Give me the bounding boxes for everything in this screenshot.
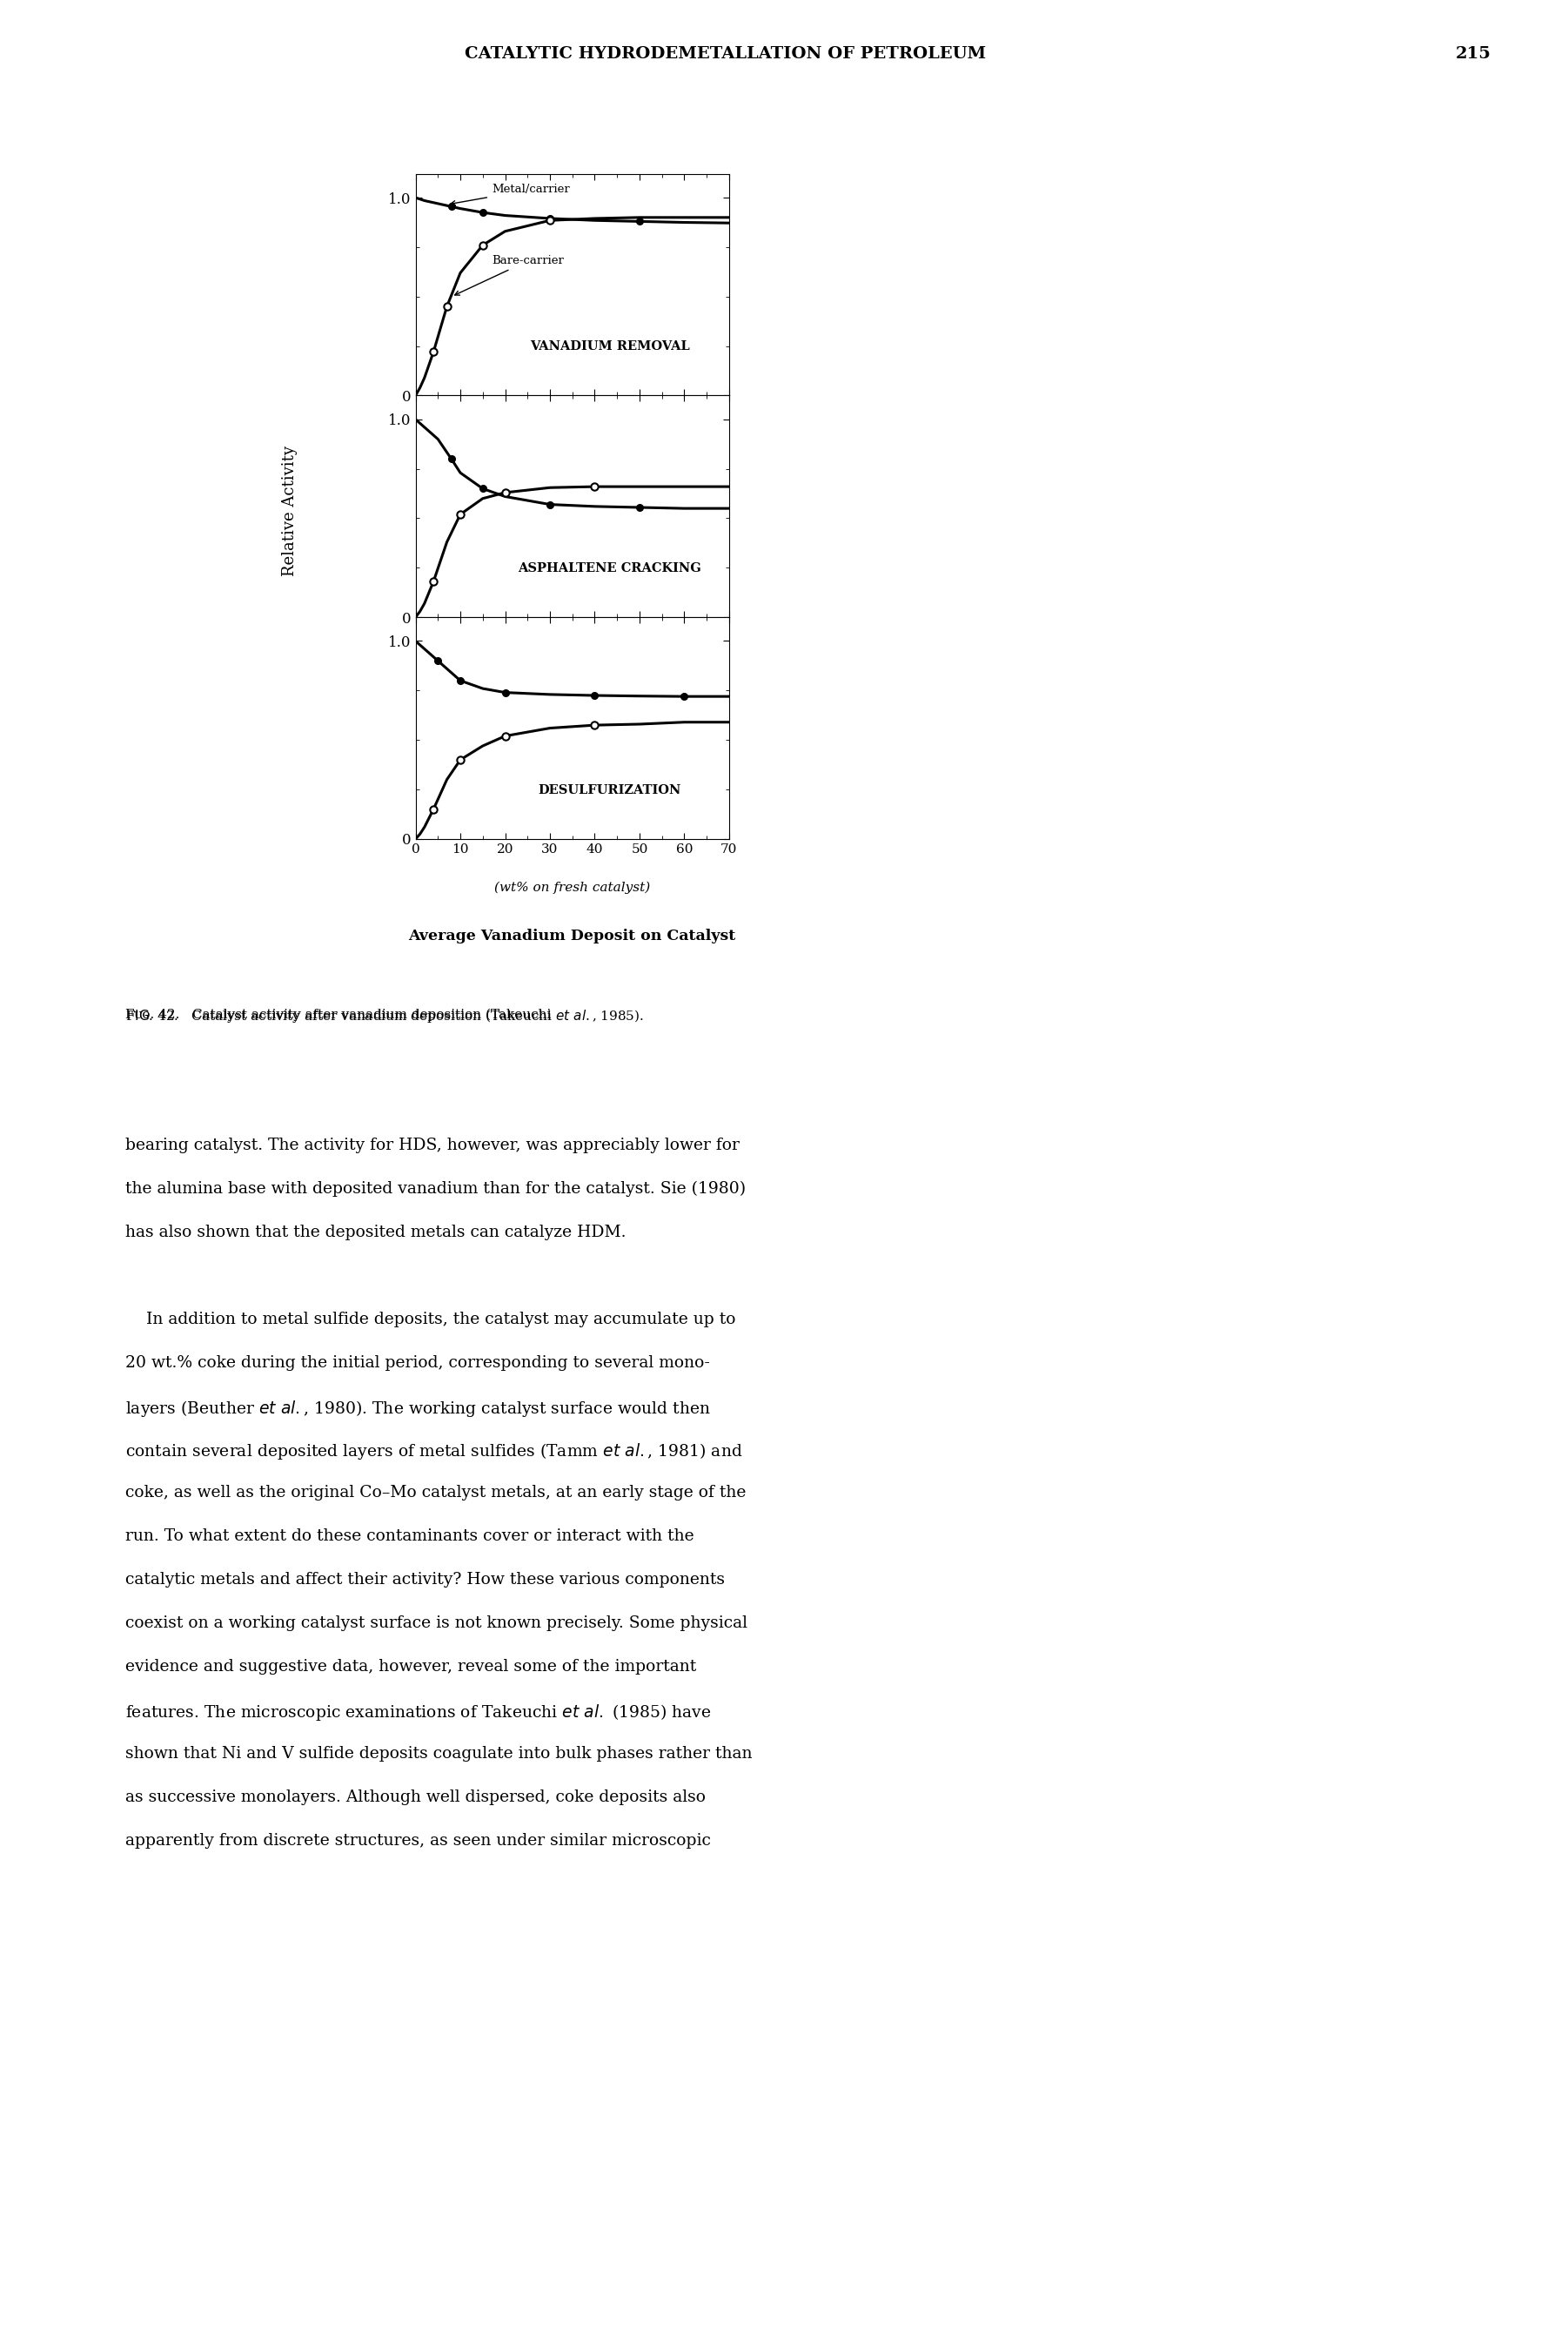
Text: run. To what extent do these contaminants cover or interact with the: run. To what extent do these contaminant…: [125, 1528, 695, 1544]
Text: features. The microscopic examinations of Takeuchi $\it{et\ al.}$ (1985) have: features. The microscopic examinations o…: [125, 1701, 712, 1723]
Text: In addition to metal sulfide deposits, the catalyst may accumulate up to: In addition to metal sulfide deposits, t…: [125, 1311, 735, 1328]
Text: 215: 215: [1457, 47, 1491, 61]
Text: evidence and suggestive data, however, reveal some of the important: evidence and suggestive data, however, r…: [125, 1659, 696, 1676]
Text: ASPHALTENE CRACKING: ASPHALTENE CRACKING: [519, 562, 701, 576]
Text: coexist on a working catalyst surface is not known precisely. Some physical: coexist on a working catalyst surface is…: [125, 1617, 748, 1631]
Text: the alumina base with deposited vanadium than for the catalyst. Sie (1980): the alumina base with deposited vanadium…: [125, 1180, 746, 1196]
Text: Fᴜᴏ. 42.   Catalyst activity after vanadium deposition (Takeuchi: Fᴜᴏ. 42. Catalyst activity after vanadiu…: [125, 1008, 555, 1020]
Text: contain several deposited layers of metal sulfides (Tamm $\it{et\ al.}$, 1981) a: contain several deposited layers of meta…: [125, 1443, 743, 1462]
Text: Bare-carrier: Bare-carrier: [455, 256, 564, 296]
Text: 20 wt.% coke during the initial period, corresponding to several mono-: 20 wt.% coke during the initial period, …: [125, 1354, 710, 1370]
Text: has also shown that the deposited metals can catalyze HDM.: has also shown that the deposited metals…: [125, 1224, 626, 1241]
Text: (wt% on fresh catalyst): (wt% on fresh catalyst): [494, 881, 651, 893]
Text: shown that Ni and V sulfide deposits coagulate into bulk phases rather than: shown that Ni and V sulfide deposits coa…: [125, 1746, 753, 1762]
Text: as successive monolayers. Although well dispersed, coke deposits also: as successive monolayers. Although well …: [125, 1791, 706, 1805]
Text: bearing catalyst. The activity for HDS, however, was appreciably lower for: bearing catalyst. The activity for HDS, …: [125, 1137, 740, 1154]
Text: DESULFURIZATION: DESULFURIZATION: [538, 785, 682, 797]
Text: catalytic metals and affect their activity? How these various components: catalytic metals and affect their activi…: [125, 1572, 724, 1589]
Text: F$\mathrm{IG}$. 42.   Catalyst activity after vanadium deposition (Takeuchi $\it: F$\mathrm{IG}$. 42. Catalyst activity af…: [125, 1008, 644, 1025]
Text: coke, as well as the original Co–Mo catalyst metals, at an early stage of the: coke, as well as the original Co–Mo cata…: [125, 1485, 746, 1502]
Text: layers (Beuther $\it{et\ al.}$, 1980). The working catalyst surface would then: layers (Beuther $\it{et\ al.}$, 1980). T…: [125, 1398, 710, 1419]
Text: Metal/carrier: Metal/carrier: [450, 183, 569, 204]
Text: CATALYTIC HYDRODEMETALLATION OF PETROLEUM: CATALYTIC HYDRODEMETALLATION OF PETROLEU…: [464, 47, 986, 61]
Text: apparently from discrete structures, as seen under similar microscopic: apparently from discrete structures, as …: [125, 1833, 710, 1849]
Text: Average Vanadium Deposit on Catalyst: Average Vanadium Deposit on Catalyst: [409, 928, 735, 942]
Text: VANADIUM REMOVAL: VANADIUM REMOVAL: [530, 341, 690, 352]
Text: Relative Activity: Relative Activity: [282, 446, 298, 576]
